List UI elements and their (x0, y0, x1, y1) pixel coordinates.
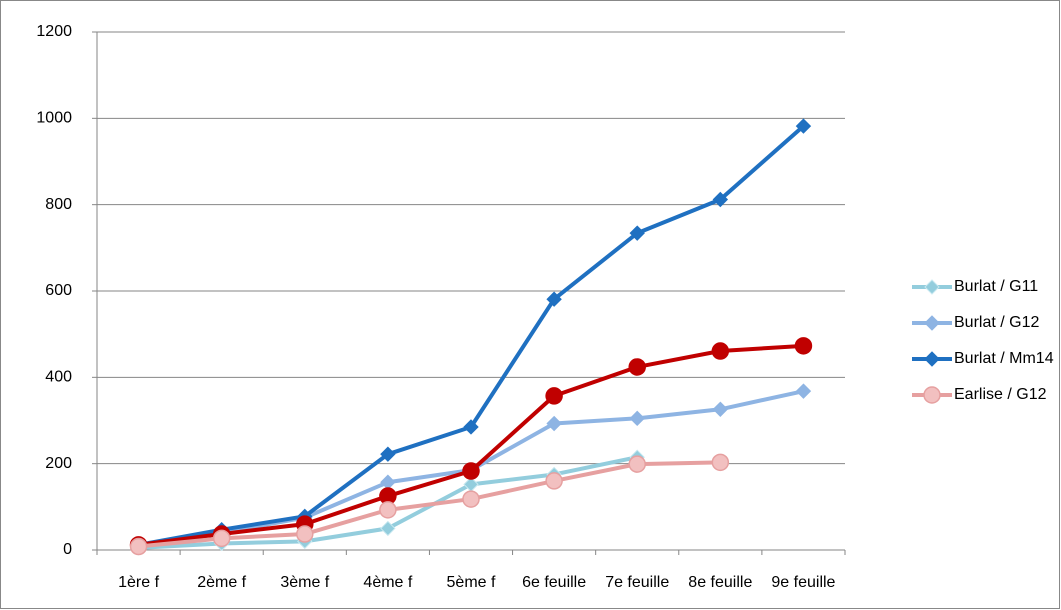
marker (545, 387, 563, 405)
legend-label: Burlat / Mm14 (954, 350, 1054, 367)
marker (546, 291, 562, 307)
legend-label: Earlise / G12 (954, 386, 1047, 403)
x-tick-label: 8e feuille (688, 574, 752, 591)
marker (462, 462, 480, 480)
marker (924, 351, 940, 367)
y-tick-label: 1200 (36, 23, 72, 40)
marker (795, 383, 812, 399)
x-tick-label: 5ème f (447, 574, 496, 591)
marker (546, 415, 562, 432)
y-tick-label: 600 (45, 282, 72, 299)
legend-label: Burlat / G12 (954, 314, 1040, 331)
marker (924, 279, 940, 295)
x-tick-label: 6e feuille (522, 574, 586, 591)
y-tick-label: 0 (63, 541, 72, 558)
marker (629, 225, 645, 241)
legend-label: Burlat / G11 (954, 278, 1039, 295)
y-tick-label: 400 (45, 369, 72, 386)
marker (380, 520, 396, 537)
y-tick-label: 800 (45, 196, 72, 213)
marker (463, 419, 479, 435)
series-line (138, 460, 721, 549)
x-tick-label: 4ème f (363, 574, 412, 591)
x-tick-label: 1ère f (118, 574, 159, 591)
marker (380, 446, 396, 462)
marker (462, 490, 480, 508)
marker (712, 401, 729, 417)
x-tick-label: 9e feuille (771, 574, 835, 591)
marker (923, 386, 941, 404)
marker (628, 455, 646, 473)
marker (545, 472, 563, 490)
marker (711, 342, 730, 360)
marker (380, 474, 396, 490)
marker (629, 410, 645, 427)
y-tick-label: 200 (45, 455, 72, 472)
marker (379, 501, 397, 519)
y-tick-label: 1000 (36, 110, 72, 127)
marker (924, 315, 940, 331)
marker (711, 453, 730, 472)
x-tick-label: 2ème f (197, 574, 246, 591)
marker (628, 358, 646, 376)
series-line (138, 343, 804, 547)
marker (296, 525, 314, 543)
x-tick-label: 3ème f (280, 574, 329, 591)
x-tick-label: 7e feuille (605, 574, 669, 591)
marker (212, 529, 231, 548)
marker (129, 537, 148, 556)
marker (794, 337, 813, 355)
marker (712, 191, 729, 208)
marker (795, 118, 812, 134)
